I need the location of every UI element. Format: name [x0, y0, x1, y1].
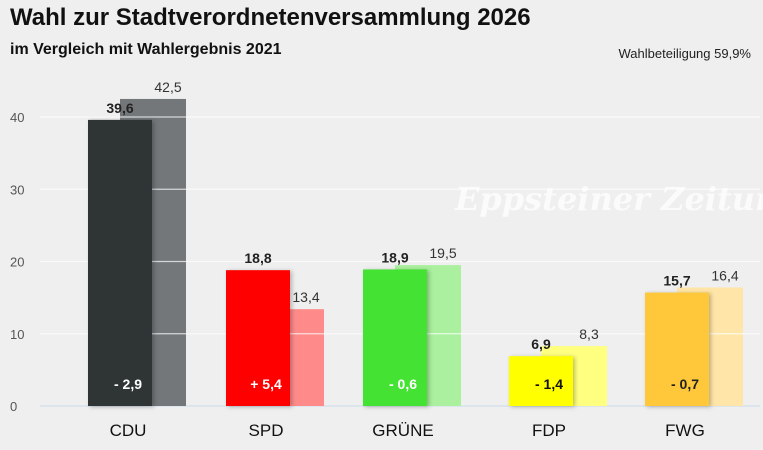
- bar-2026-cdu: [88, 119, 152, 406]
- value-label-2026: 39,6: [106, 100, 133, 116]
- value-label-2021: 8,3: [579, 326, 599, 342]
- watermark-logo: Eppsteiner Zeitung: [454, 180, 763, 218]
- difference-label: - 1,4: [535, 376, 563, 392]
- value-label-2026: 18,9: [381, 249, 408, 265]
- y-tick-label: 30: [10, 182, 24, 197]
- difference-label: - 2,9: [114, 376, 142, 392]
- bar-2026-grüne: [363, 269, 427, 406]
- value-label-2021: 19,5: [429, 245, 456, 261]
- y-tick-label: 0: [10, 399, 17, 414]
- category-label: FWG: [665, 421, 705, 440]
- value-label-2026: 18,8: [244, 250, 271, 266]
- value-label-2026: 15,7: [663, 273, 690, 289]
- turnout-label: Wahlbeteiligung 59,9%: [618, 46, 752, 61]
- difference-label: + 5,4: [250, 376, 282, 392]
- bar-2026-fdp: [509, 356, 573, 406]
- category-label: SPD: [249, 421, 284, 440]
- category-label: FDP: [532, 421, 566, 440]
- bar-2026-spd: [226, 270, 290, 406]
- y-tick-label: 40: [10, 110, 24, 125]
- y-tick-label: 10: [10, 327, 24, 342]
- value-label-2021: 42,5: [154, 79, 181, 95]
- difference-label: - 0,7: [671, 376, 699, 392]
- value-label-2021: 16,4: [711, 268, 738, 284]
- value-label-2021: 13,4: [292, 289, 319, 305]
- value-label-2026: 6,9: [531, 336, 551, 352]
- bar-2026-fwg: [645, 292, 709, 406]
- difference-label: - 0,6: [389, 376, 417, 392]
- chart-subtitle: im Vergleich mit Wahlergebnis 2021: [10, 41, 282, 58]
- chart-title: Wahl zur Stadtverordnetenversammlung 202…: [10, 4, 531, 31]
- y-tick-label: 20: [10, 255, 24, 270]
- category-label: GRÜNE: [372, 421, 433, 440]
- category-label: CDU: [110, 421, 147, 440]
